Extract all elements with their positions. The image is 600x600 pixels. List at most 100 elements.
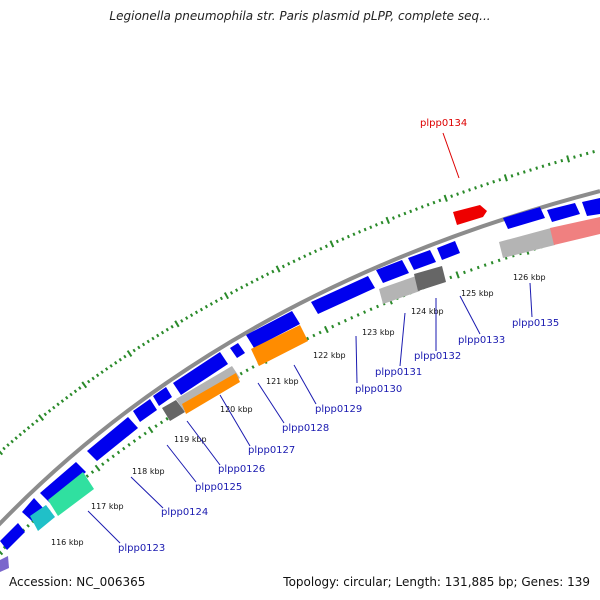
inner-tick-ring [0,230,594,556]
gene-feature[interactable] [0,556,9,572]
gene-feature[interactable] [173,352,228,395]
gene-feature[interactable] [182,373,240,414]
gene-feature[interactable] [133,399,157,422]
gene-label-plpp0131[interactable]: plpp0131 [375,367,422,378]
gene-feature[interactable] [547,203,580,222]
tick-mark [469,268,473,272]
gene-feature[interactable] [499,228,555,258]
gene-label-plpp0124[interactable]: plpp0124 [161,507,208,518]
gene-feature[interactable] [251,325,308,366]
tick-mark [86,379,91,384]
tick-mark [114,360,118,365]
tick-mark [160,330,165,335]
kbp-label: 122 kbp [313,351,346,360]
tick-mark [0,450,4,456]
tick-mark [180,319,184,323]
tick-mark [324,244,328,249]
gene-feature-plpp0134[interactable] [453,205,487,225]
gene-feature[interactable] [230,343,245,358]
tick-mark [239,371,243,376]
tick-mark [137,345,141,350]
gene-feature[interactable] [40,462,86,503]
gene-feature[interactable] [246,311,300,348]
tick-mark [335,239,339,244]
gene-label-plpp0129[interactable]: plpp0129 [315,404,362,415]
map-title: Legionella pneumophila str. Paris plasmi… [109,9,491,23]
gene-feature[interactable] [437,241,460,260]
gene-feature[interactable] [376,260,409,283]
tick-mark [498,178,502,182]
gene-feature[interactable] [162,400,185,421]
tick-mark [30,422,35,427]
kbp-label: 126 kbp [513,273,546,282]
tick-mark [189,313,194,317]
gene-label-plpp0132[interactable]: plpp0132 [414,351,461,362]
tick-mark [165,416,169,421]
gene-label-plpp0125[interactable]: plpp0125 [195,482,242,493]
tick-mark [101,462,105,466]
tick-mark [170,324,174,329]
tick-mark [123,354,127,359]
tick-mark [312,333,316,338]
gene-label-plpp0135[interactable]: plpp0135 [512,318,559,329]
gene-feature[interactable] [22,498,44,521]
tick-mark [255,277,259,282]
tick-mark [343,318,347,323]
tick-mark [358,230,362,234]
gene-label-plpp0126[interactable]: plpp0126 [218,464,265,475]
label-leader-line [399,312,406,367]
tick-mark [14,436,18,440]
tick-mark [26,425,31,430]
tick-mark [420,205,424,209]
kbp-label: 118 kbp [132,467,165,476]
gene-feature[interactable] [311,276,375,314]
tick-mark [352,232,356,237]
tick-mark [450,194,454,198]
tick-mark [260,275,264,279]
gene-feature[interactable] [414,266,446,291]
gene-feature[interactable] [30,505,55,531]
gene-label-plpp0130[interactable]: plpp0130 [355,384,402,395]
gene-feature[interactable] [379,276,420,304]
tick-mark [154,424,158,428]
gene-feature[interactable] [87,417,138,461]
tick-mark [329,240,335,248]
gene-feature[interactable] [48,472,94,516]
gene-feature[interactable] [503,207,545,229]
tick-mark [52,405,56,410]
gene-feature[interactable] [0,523,25,550]
label-leader-line [257,382,285,424]
tick-mark [132,348,136,353]
gene-label-plpp0134[interactable]: plpp0134 [420,118,467,129]
tick-mark [250,280,254,284]
tick-mark [363,227,367,232]
gene-label-leaders [87,132,533,544]
gene-feature[interactable] [550,217,600,245]
tick-mark [313,249,318,254]
label-leader-line [442,132,460,179]
gene-label-plpp0127[interactable]: plpp0127 [248,445,295,456]
tick-mark [223,292,230,300]
tick-mark [209,302,213,306]
tick-mark [455,271,460,279]
tick-mark [106,458,110,463]
gene-label-plpp0123[interactable]: plpp0123 [118,543,165,554]
tick-mark [297,256,301,261]
tick-mark [308,251,312,256]
tick-mark [43,412,47,417]
tick-mark [566,155,571,163]
tick-mark [547,162,551,167]
tick-mark [81,381,88,389]
gene-feature[interactable] [582,198,600,216]
gene-label-plpp0133[interactable]: plpp0133 [458,335,505,346]
tick-mark [95,373,100,378]
tick-mark [535,166,539,170]
gene-feature[interactable] [153,387,172,406]
tick-mark [60,399,65,403]
tick-mark [554,160,557,165]
gene-label-plpp0128[interactable]: plpp0128 [282,423,329,434]
label-leader-line [219,394,251,447]
tick-mark [476,265,480,270]
tick-mark [346,234,350,239]
gene-feature[interactable] [408,250,436,270]
